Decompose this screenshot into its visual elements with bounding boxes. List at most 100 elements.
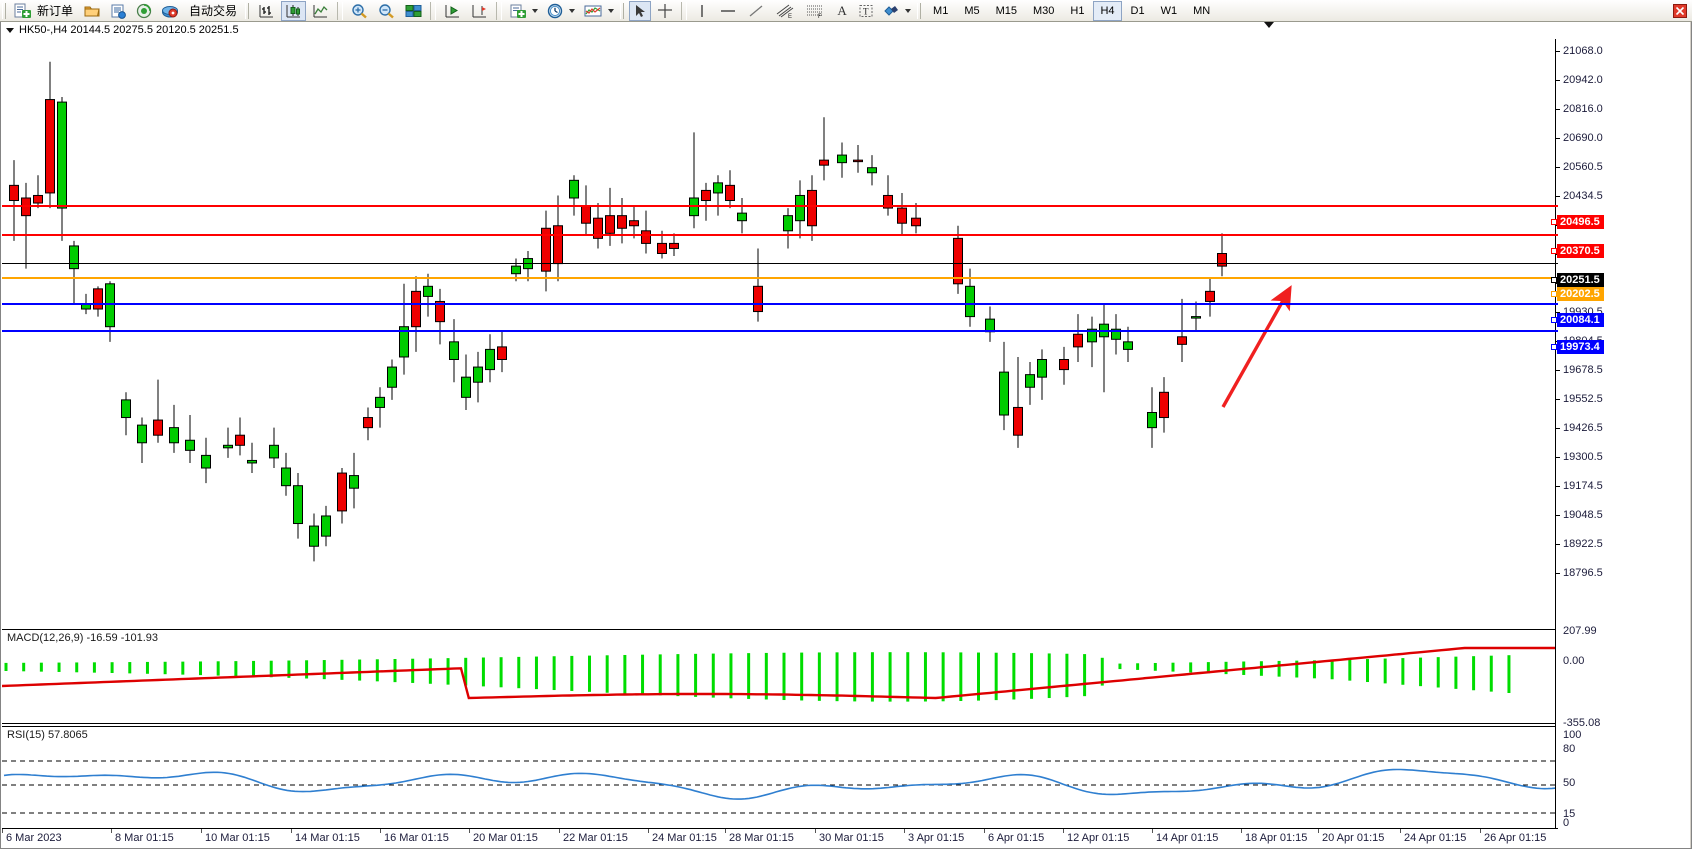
svg-text:F: F [818,14,822,19]
macd-pane[interactable]: MACD(12,26,9) -16.59 -101.93 [2,629,1558,724]
macd-signal-line [2,646,1558,700]
candle-body [461,376,471,398]
zoom-in-button[interactable] [347,1,372,21]
candle-body [269,444,279,459]
chevron-down-icon-3[interactable] [608,8,615,13]
tile-windows-button[interactable] [401,1,426,21]
candle-body [309,525,319,547]
timeframe-m15[interactable]: M15 [995,4,1017,17]
level-line-support-2[interactable] [2,330,1558,332]
timeframe-m5[interactable]: M5 [964,4,980,17]
new-order-button[interactable]: 新订单 [11,1,78,21]
price-tag-handle[interactable] [1551,344,1557,350]
price-tag-support-2[interactable]: 19973.4 [1551,340,1604,354]
rsi-axis-label: 100 [1563,729,1582,741]
folder-button[interactable] [80,1,104,21]
crosshair-icon [658,3,673,18]
price-tag-handle[interactable] [1551,248,1557,254]
candlestick-chart-button[interactable] [281,0,307,21]
toolbar-grip-2[interactable] [245,2,250,19]
equidistant-channel-button[interactable]: E [771,1,799,21]
chevron-down-icon[interactable] [532,8,539,13]
period-button[interactable] [543,1,578,21]
level-line-resistance-2[interactable] [2,234,1558,236]
timeframe-w1[interactable]: W1 [1160,4,1178,17]
price-axis-tick [1556,80,1560,81]
pointer-tool-button[interactable] [629,0,652,21]
text-button[interactable]: A [831,1,853,21]
time-axis-label: 24 Mar 01:15 [652,832,717,844]
navigator-button[interactable] [132,1,156,21]
price-chart-pane[interactable] [2,39,1558,627]
time-axis-label: 18 Apr 01:15 [1245,832,1308,844]
templates-button[interactable] [580,1,617,21]
timeframe-m1[interactable]: M1 [933,4,949,17]
candle-body [349,475,359,489]
text-label-button[interactable]: T [855,1,877,21]
toolbar-grip[interactable] [2,2,6,19]
price-tag-handle[interactable] [1551,277,1557,283]
horizontal-line-button[interactable] [715,1,741,21]
price-tag-support-1[interactable]: 20084.1 [1551,313,1604,327]
folder-icon [84,6,100,16]
chart-shift-button[interactable] [440,1,465,21]
scroll-position-marker[interactable] [1264,22,1274,28]
publish-button[interactable] [106,1,130,21]
close-chart-button[interactable] [1669,1,1691,21]
toolbar-separator-1 [337,1,344,20]
bullish-trend-arrow[interactable] [1197,279,1317,419]
price-tag-pivot[interactable]: 20202.5 [1551,287,1604,301]
timeframe-d1[interactable]: D1 [1130,4,1145,17]
timeframe-h1[interactable]: H1 [1070,4,1085,17]
level-line-current-price[interactable] [2,263,1558,264]
level-line-support-1[interactable] [2,303,1558,305]
level-line-pivot[interactable] [2,277,1558,279]
candle-body [497,346,507,360]
add-indicator-button[interactable] [506,1,541,21]
price-tag-handle[interactable] [1551,317,1557,323]
toolbar-separator-4 [681,1,688,20]
crosshair-tool-button[interactable] [653,1,677,21]
zoom-out-button[interactable] [374,1,399,21]
price-axis-tick [1556,428,1560,429]
toolbar-separator-3 [496,1,503,20]
rsi-axis-label: 80 [1563,743,1576,755]
price-tag-current-price[interactable]: 20251.5 [1551,273,1604,287]
rsi-pane[interactable]: RSI(15) 57.8065 [2,726,1558,829]
timeframe-h4[interactable]: H4 [1093,0,1122,21]
level-line-resistance-1[interactable] [2,205,1558,207]
price-tag-handle[interactable] [1551,291,1557,297]
auto-trading-button[interactable]: 自动交易 [184,1,242,21]
toolbar-grip-3[interactable] [620,2,625,19]
bar-chart-button[interactable] [254,1,279,21]
price-axis-label: 18922.5 [1563,538,1603,550]
chevron-down-icon-2[interactable] [569,8,576,13]
price-tag-resistance-1[interactable]: 20496.5 [1551,215,1604,229]
shapes-button[interactable] [879,1,914,21]
price-axis-label: 20942.0 [1563,74,1603,86]
price-candlestick-svg [9,61,1227,562]
price-tag-handle[interactable] [1551,219,1557,225]
auto-scroll-button[interactable] [467,1,492,21]
expert-advisor-button[interactable] [158,1,182,21]
trendline-button[interactable] [743,1,769,21]
time-axis[interactable]: 6 Mar 2023 8 Mar 01:15 10 Mar 01:15 14 Mar … [2,828,1558,847]
time-axis-tick [904,829,905,833]
timeframe-m30[interactable]: M30 [1033,4,1055,17]
rsi-line [3,768,1557,800]
candle-body [999,371,1009,416]
rsi-axis-label: 0 [1563,817,1570,829]
price-tag-resistance-2[interactable]: 20370.5 [1551,244,1604,258]
chevron-down-icon-4[interactable] [905,8,912,13]
fibonacci-button[interactable]: F [801,1,829,21]
toolbar-grip-4[interactable] [917,2,922,19]
line-chart-button[interactable] [308,1,333,21]
candle-body [953,237,963,285]
chart-header: HK50-,H4 20144.5 20275.5 20120.5 20251.5 [1,22,239,38]
tile-windows-icon [405,4,422,17]
price-axis[interactable]: 21068.0 20942.0 20816.0 20690.0 20560.5 20434… [1551,39,1690,829]
vertical-line-button[interactable] [691,1,713,21]
chart-collapse-icon[interactable] [6,27,14,33]
timeframe-mn[interactable]: MN [1193,4,1211,17]
equidistant-channel-icon: E [776,4,794,19]
